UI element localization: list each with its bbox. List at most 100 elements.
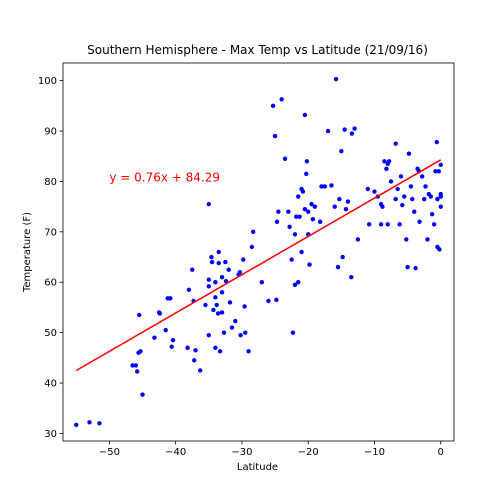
data-point [168,296,173,301]
data-point [339,149,344,154]
data-point [290,330,296,335]
data-point [365,186,371,192]
data-point [438,191,443,197]
data-point [385,222,390,227]
data-point [299,249,304,255]
regression-equation-label: y = 0.76x + 84.29 [109,170,220,184]
data-point [386,159,392,164]
plot-frame [62,62,455,442]
data-point [226,267,231,272]
data-point [289,257,294,262]
data-point [74,422,79,428]
data-point [322,184,327,189]
data-point [417,219,422,224]
data-point [423,184,428,189]
data-point [380,204,385,209]
data-point [335,264,341,270]
data-point [317,219,323,224]
data-point [206,277,211,282]
data-point [87,420,92,425]
data-point [329,183,334,188]
data-point [274,297,279,303]
data-point [246,349,251,354]
data-point [272,133,278,139]
data-point [405,264,410,270]
data-point [219,290,225,295]
data-point [223,279,229,284]
data-point [138,349,143,354]
data-point [237,269,243,275]
data-point [393,141,398,146]
data-point [312,204,318,209]
data-point [274,219,280,224]
data-point [209,259,215,265]
x-tick-label: −50 [99,447,120,458]
data-point [404,237,409,242]
data-point [185,345,190,350]
data-point [333,76,339,82]
y-tick-label: 90 [44,127,57,138]
data-point [206,201,211,207]
data-point [435,196,440,202]
data-point [398,174,404,179]
data-point [319,184,324,189]
x-tick-label: −40 [165,447,186,458]
data-point [304,171,309,177]
data-point [332,204,337,209]
data-point [393,196,398,202]
data-point [304,159,310,164]
data-point [292,232,298,237]
y-tick-label: 30 [44,429,57,440]
data-point [436,169,441,174]
data-point [292,282,298,287]
data-point [412,209,417,214]
data-point [429,212,435,217]
data-point [203,302,208,308]
x-tick-label: −30 [231,447,252,458]
data-point [302,112,308,118]
data-point [238,332,243,338]
data-point [219,275,225,280]
data-point [217,349,223,354]
data-point [213,295,218,300]
data-point [97,421,102,426]
x-tick-label: −20 [298,447,319,458]
y-axis: 30 40 50 60 70 80 90 100 [38,76,63,440]
data-point [216,260,221,266]
data-point [137,312,142,318]
data-point [343,206,349,212]
x-axis: −50 −40 −30 −20 −10 0 [99,441,444,458]
y-tick-label: 70 [44,227,57,238]
data-point [342,127,347,132]
chart-title: Southern Hemisphere - Max Temp vs Latitu… [87,43,428,57]
data-point [421,196,427,202]
data-point [190,267,195,272]
data-point [425,237,430,242]
y-tick-label: 100 [38,76,57,87]
data-point [310,217,316,222]
data-point [163,327,168,333]
data-point [349,131,355,136]
data-point [397,222,402,227]
data-point [384,166,389,172]
data-point [340,254,345,260]
y-axis-title: Temperature (F) [22,212,33,293]
data-point [213,280,218,285]
data-point [296,194,301,199]
data-point [169,344,174,349]
data-point [170,338,176,343]
data-point [378,222,384,227]
data-point [307,262,312,267]
data-point [400,202,405,208]
data-point [300,189,306,194]
data-point [229,325,235,330]
y-tick-label: 60 [44,278,57,289]
data-point [135,369,140,374]
data-point [130,363,135,368]
data-point [193,348,198,353]
data-point [259,280,265,285]
y-tick-label: 80 [44,177,57,188]
data-point [282,156,288,161]
data-point [152,335,157,340]
